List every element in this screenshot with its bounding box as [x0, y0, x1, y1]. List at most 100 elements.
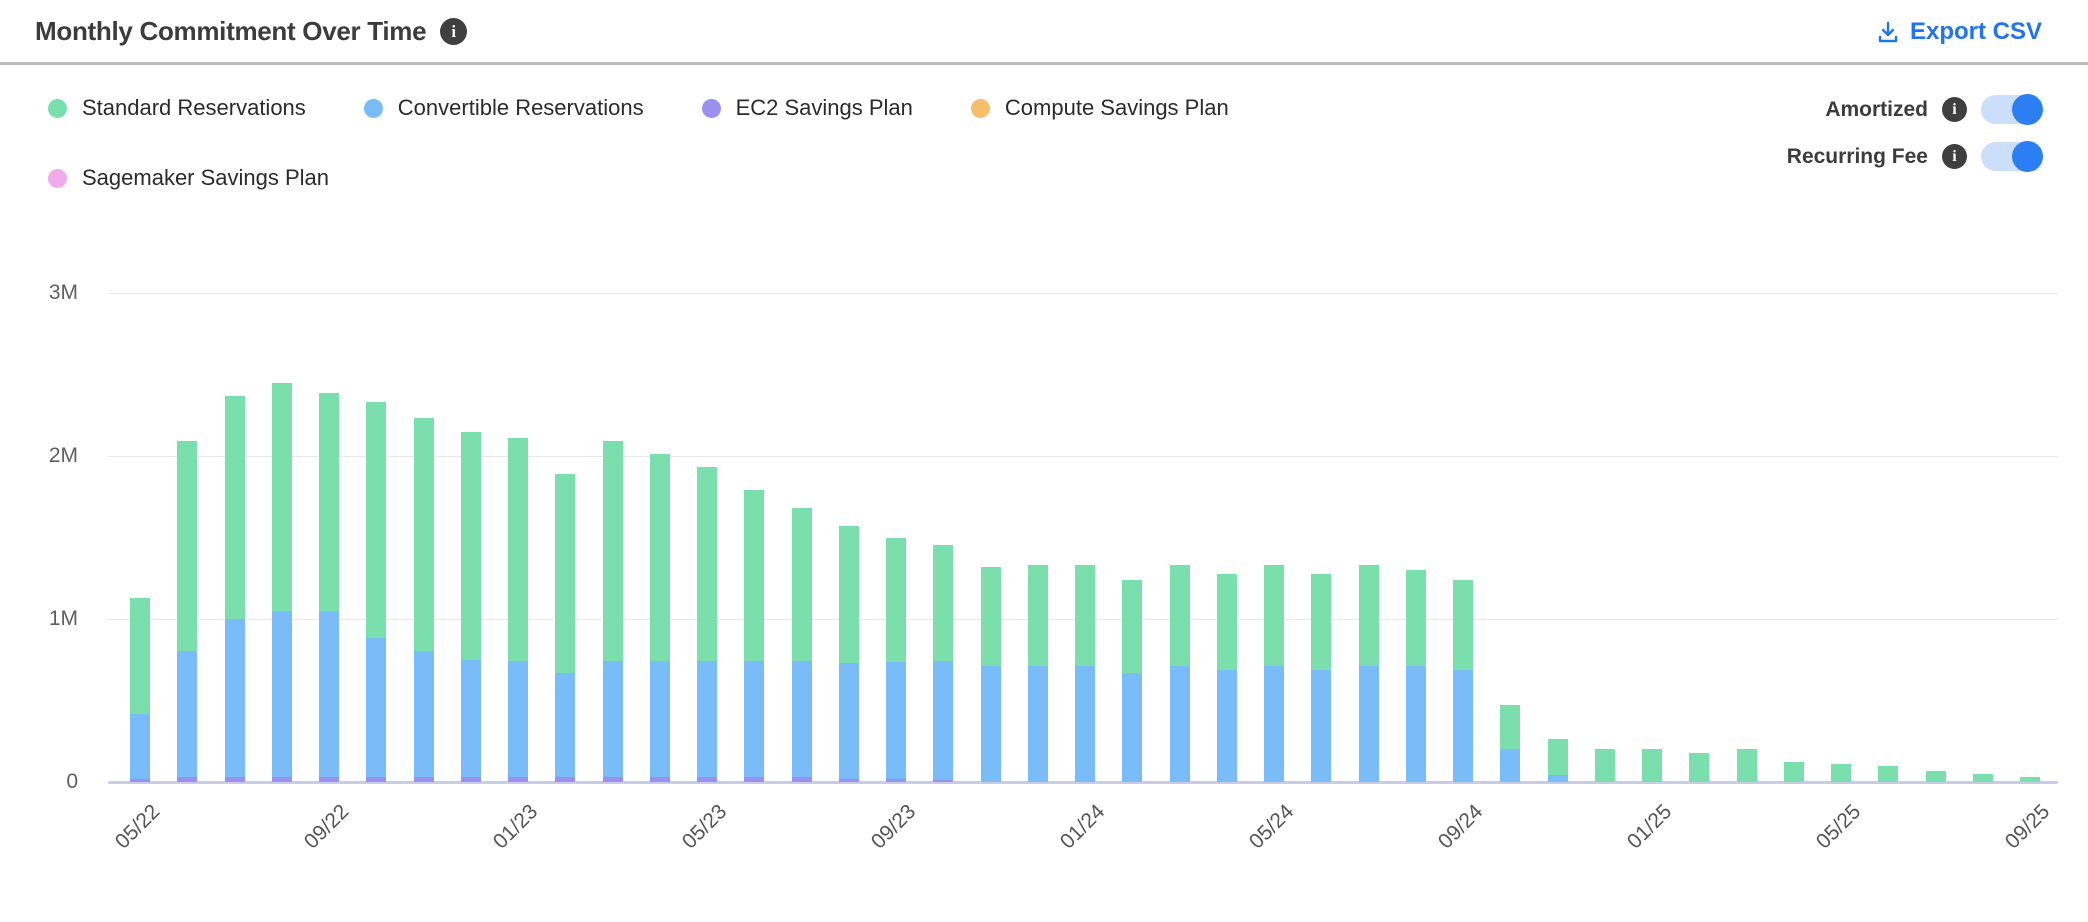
bar-segment-convertible-reservations [886, 662, 906, 779]
bar-12/22[interactable] [460, 432, 481, 782]
legend-color-dot [363, 98, 383, 118]
bar-09/23[interactable] [886, 538, 906, 782]
bar-05/24[interactable] [1264, 565, 1284, 782]
bar-09/25[interactable] [2020, 777, 2040, 782]
bar-segment-standard-reservations [1358, 565, 1379, 666]
toggle-row-recurring-fee: Recurring Fee i [1787, 141, 2043, 172]
legend-item-compute-savings-plan[interactable]: Compute Savings Plan [970, 95, 1229, 121]
bar-segment-standard-reservations [130, 598, 150, 714]
bar-04/25[interactable] [1783, 762, 1804, 782]
bar-08/24[interactable] [1405, 570, 1426, 782]
bar-segment-standard-reservations [1264, 565, 1284, 666]
bar-segment-standard-reservations [602, 441, 623, 661]
legend-item-ec2-savings-plan[interactable]: EC2 Savings Plan [701, 95, 913, 121]
legend-label: Sagemaker Savings Plan [82, 165, 330, 190]
info-icon[interactable]: i [1942, 97, 1967, 122]
bar-segment-standard-reservations [838, 526, 859, 663]
bar-11/24[interactable] [1547, 739, 1568, 782]
bar-03/23[interactable] [602, 441, 623, 782]
bar-01/24[interactable] [1075, 565, 1095, 782]
bar-05/25[interactable] [1831, 764, 1851, 782]
bar-segment-ec2-savings-plan [177, 777, 198, 782]
export-csv-label: Export CSV [1909, 18, 2042, 45]
bar-09/22[interactable] [319, 393, 339, 782]
bar-segment-convertible-reservations [933, 661, 954, 780]
bar-06/22[interactable] [177, 441, 198, 782]
bar-segment-ec2-savings-plan [319, 777, 339, 782]
bar-segment-convertible-reservations [791, 661, 812, 777]
bar-08/25[interactable] [1972, 774, 1993, 782]
bar-segment-convertible-reservations [1075, 666, 1095, 782]
legend-color-dot [48, 98, 67, 118]
bar-03/25[interactable] [1736, 749, 1757, 782]
x-axis-line [108, 781, 2058, 784]
bar-12/24[interactable] [1594, 749, 1615, 782]
bar-segment-standard-reservations [319, 393, 339, 611]
bar-05/22[interactable] [130, 598, 150, 782]
bar-02/23[interactable] [555, 474, 576, 782]
bar-segment-ec2-savings-plan [460, 777, 481, 782]
bar-segment-standard-reservations [1075, 565, 1095, 666]
bar-10/23[interactable] [933, 545, 954, 782]
bar-segment-ec2-savings-plan [555, 777, 576, 782]
bar-segment-standard-reservations [177, 441, 198, 651]
bar-segment-convertible-reservations [319, 611, 339, 777]
bar-segment-convertible-reservations [1027, 666, 1048, 782]
bar-02/25[interactable] [1689, 753, 1710, 782]
legend-label: EC2 Savings Plan [735, 95, 913, 120]
bar-04/23[interactable] [649, 454, 670, 782]
bar-10/24[interactable] [1500, 705, 1521, 782]
x-tick-label-05/25: 05/25 [1811, 800, 1866, 854]
bar-04/24[interactable] [1216, 574, 1237, 782]
bar-segment-convertible-reservations [980, 666, 1001, 782]
legend-color-dot [970, 98, 990, 118]
bar-08/23[interactable] [838, 526, 859, 782]
toggle-switch-amortized[interactable] [1981, 94, 2043, 125]
bar-01/25[interactable] [1642, 749, 1662, 782]
bar-07/25[interactable] [1925, 771, 1946, 782]
bar-11/23[interactable] [980, 567, 1001, 782]
bar-06/25[interactable] [1878, 766, 1899, 782]
bar-06/23[interactable] [744, 490, 765, 782]
bar-segment-convertible-reservations [508, 661, 528, 777]
bar-segment-standard-reservations [933, 545, 954, 661]
toggle-row-amortized: Amortized i [1787, 94, 2043, 125]
bar-segment-standard-reservations [460, 432, 481, 660]
bar-segment-standard-reservations [1594, 749, 1615, 782]
toggle-switch-recurring-fee[interactable] [1981, 141, 2043, 172]
bar-segment-convertible-reservations [1453, 670, 1473, 782]
title-info-icon[interactable]: i [440, 18, 468, 45]
bars-row [130, 383, 2040, 782]
legend-label: Compute Savings Plan [1004, 95, 1229, 120]
legend-item-sagemaker-savings-plan[interactable]: Sagemaker Savings Plan [48, 165, 329, 191]
bar-segment-convertible-reservations [697, 661, 717, 777]
bar-12/23[interactable] [1027, 565, 1048, 782]
bar-07/24[interactable] [1358, 565, 1379, 782]
bar-11/22[interactable] [413, 418, 434, 782]
bar-01/23[interactable] [508, 438, 528, 782]
bar-10/22[interactable] [366, 402, 387, 782]
bar-segment-standard-reservations [1689, 753, 1710, 782]
bar-segment-ec2-savings-plan [602, 777, 623, 782]
x-tick-label-01/24: 01/24 [1055, 800, 1110, 854]
bar-segment-standard-reservations [886, 538, 906, 662]
x-tick-label-05/22: 05/22 [110, 800, 165, 854]
bar-05/23[interactable] [697, 467, 717, 782]
export-csv-button[interactable]: Export CSV [1876, 18, 2042, 46]
legend-item-standard-reservations[interactable]: Standard Reservations [48, 95, 306, 121]
bar-segment-standard-reservations [1642, 749, 1662, 782]
bar-08/22[interactable] [271, 383, 292, 782]
legend-item-convertible-reservations[interactable]: Convertible Reservations [363, 95, 644, 121]
bar-segment-convertible-reservations [130, 714, 150, 779]
y-tick-label-0: 0 [66, 770, 78, 793]
bar-07/22[interactable] [224, 396, 245, 782]
bar-segment-convertible-reservations [177, 651, 198, 777]
bar-03/24[interactable] [1169, 565, 1190, 782]
bar-segment-convertible-reservations [1547, 775, 1568, 782]
info-icon[interactable]: i [1942, 144, 1967, 169]
bar-02/24[interactable] [1122, 580, 1143, 782]
bar-06/24[interactable] [1311, 574, 1332, 782]
bar-07/23[interactable] [791, 508, 812, 782]
title-wrap: Monthly Commitment Over Time i [35, 16, 468, 47]
bar-09/24[interactable] [1453, 580, 1473, 782]
